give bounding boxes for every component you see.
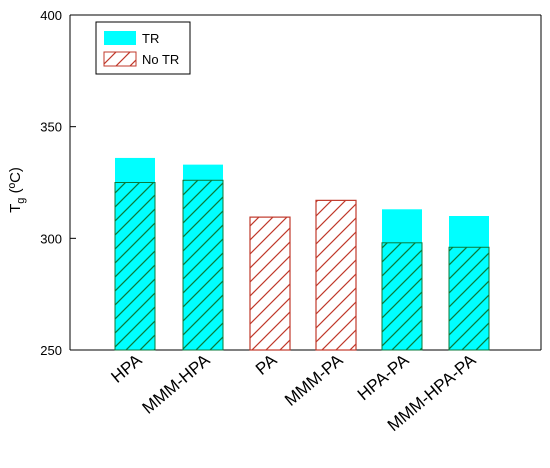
bar-no-tr-pa — [249, 216, 291, 351]
legend: TR No TR — [95, 21, 191, 75]
legend-label-tr: TR — [142, 31, 159, 46]
bar-no-tr-mmm-hpa — [182, 179, 224, 351]
legend-label-no-tr: No TR — [142, 52, 179, 67]
y-axis-title-unit: (ºC) — [7, 167, 24, 197]
legend-swatch-tr — [104, 31, 136, 45]
x-tick-label-mmm-hpa: MMM-HPA — [139, 350, 214, 418]
legend-swatch-no-tr — [103, 51, 137, 67]
x-tick-label-hpa-pa: HPA-PA — [354, 350, 413, 404]
bar-no-tr-mmm-pa — [315, 199, 357, 351]
y-axis-ticks: 250 300 350 400 — [40, 8, 76, 358]
bar-no-tr-hpa-pa — [381, 242, 423, 351]
y-axis-title-main: T — [7, 204, 24, 213]
bar-no-tr-mmm-hpa-pa — [448, 246, 490, 351]
y-tick-label-250: 250 — [40, 343, 62, 358]
y-tick-label-400: 400 — [40, 8, 62, 23]
bar-no-tr-hpa — [114, 182, 156, 351]
x-tick-label-hpa: HPA — [108, 350, 147, 387]
bars — [114, 157, 490, 351]
x-tick-label-pa: PA — [252, 350, 281, 379]
y-tick-label-350: 350 — [40, 120, 62, 135]
y-tick-label-300: 300 — [40, 231, 62, 246]
y-axis-title: Tg (ºC) — [7, 167, 27, 213]
y-axis-title-sub: g — [15, 198, 27, 204]
x-tick-label-mmm-pa: MMM-PA — [281, 350, 347, 410]
